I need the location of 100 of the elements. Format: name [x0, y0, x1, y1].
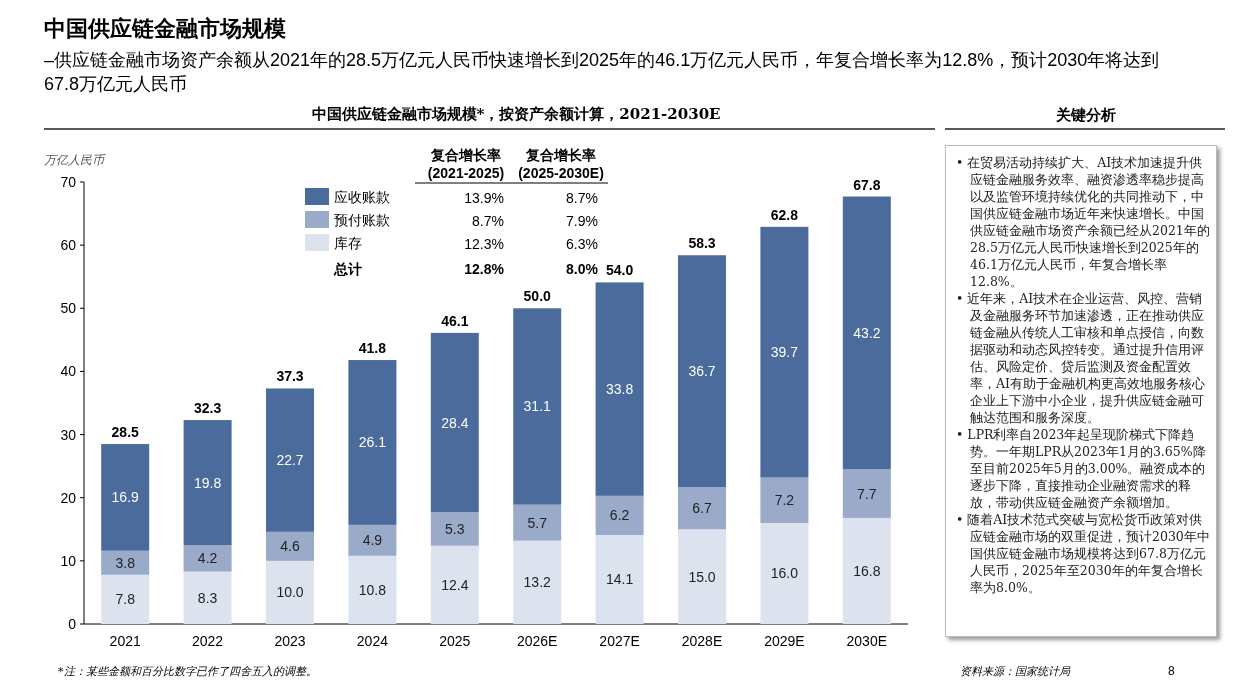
total-label: 54.0	[605, 262, 634, 279]
x-tick-label: 2030E	[846, 633, 888, 649]
bar	[760, 522, 809, 624]
bar	[678, 486, 726, 530]
data-label: 39.7	[770, 344, 799, 361]
total-label: 37.3	[276, 368, 304, 385]
annotation: 12.3%	[464, 236, 504, 252]
annotation: 12.8%	[464, 261, 505, 277]
annotation: 6.3%	[566, 236, 598, 252]
data-label: 28.4	[441, 414, 469, 431]
text: • 在贸易活动持续扩大、AI技术加速提升供应链金融服务效率、融资渗透率稳步提高以及监管环境持续优化的共同推动下，中国供应链金融市场近年来快速增长。中国供应链金融市场资产余额已经从2021年的28.5万亿元人民币快速增长到2025年的46.1万亿元人民币，年复合增长率12.8%。	[956, 154, 1210, 290]
data-label: 13.2	[523, 574, 552, 591]
bar	[266, 531, 314, 561]
bar	[595, 534, 644, 624]
y-tick-label: 0	[68, 616, 77, 632]
y-tick-label: 30	[60, 426, 77, 443]
bar	[760, 477, 809, 523]
data-label: 4.9	[362, 532, 383, 549]
data-label: 5.7	[527, 514, 548, 531]
legend-label: 预付账款	[334, 212, 390, 228]
legend-label: 库存	[334, 235, 362, 251]
data-label: 6.2	[609, 507, 630, 524]
total-label: 58.3	[688, 235, 716, 252]
x-tick-label: 2022	[192, 633, 224, 649]
total-label: 46.1	[441, 312, 469, 329]
x-tick-label: 2025	[439, 633, 471, 649]
text: • LPR利率自2023年起呈现阶梯式下降趋势。一年期LPR从2023年1月的3.65%降至目前2025年5月的3.00%。融资成本的逐步下降，直接推动企业融资需求的释放，带动供应链金融资产余额增加。	[956, 426, 1207, 511]
data-label: 31.1	[523, 398, 552, 415]
data-label: 36.7	[688, 363, 716, 380]
y-axis-title: 万亿人民币	[44, 153, 106, 167]
annotation: 13.9%	[464, 190, 504, 206]
bar	[348, 360, 397, 525]
bar	[430, 512, 479, 546]
text: 复合增长率	[525, 147, 596, 163]
total-label: 67.8	[853, 176, 881, 193]
bar	[513, 504, 562, 541]
data-label: 3.8	[115, 554, 136, 571]
y-tick-label: 10	[60, 552, 77, 569]
annotation: 8.7%	[566, 190, 598, 206]
data-label: 8.3	[197, 589, 218, 606]
text: 中国供应链金融市场规模*，按资产余额计算，2021-2030E	[311, 105, 721, 123]
bar	[595, 495, 644, 535]
bar	[760, 226, 809, 478]
y-tick-label: 20	[60, 489, 77, 506]
annotation: 8.7%	[472, 213, 504, 229]
data-label: 5.3	[445, 520, 465, 537]
bar	[266, 560, 314, 624]
data-label: 10.8	[358, 581, 387, 598]
bar	[183, 420, 232, 546]
x-tick-label: 2021	[109, 633, 141, 649]
text: (2025-2030E)	[518, 165, 604, 181]
data-label: 22.7	[276, 452, 304, 469]
total-label: 41.8	[358, 340, 387, 357]
text: 复合增长率	[430, 147, 501, 163]
bar	[595, 282, 644, 496]
bar	[183, 571, 232, 624]
data-label: 7.2	[774, 492, 795, 509]
data-label: 10.0	[276, 584, 304, 601]
data-label: 15.0	[688, 568, 716, 585]
data-label: 16.0	[770, 565, 799, 582]
x-tick-label: 2023	[274, 633, 306, 649]
bar	[513, 540, 562, 624]
chart-title: 中国供应链金融市场规模	[44, 14, 286, 43]
bar	[842, 196, 891, 470]
data-label: 14.1	[605, 571, 634, 588]
y-tick-label: 70	[60, 174, 77, 190]
data-label: 16.8	[853, 562, 881, 579]
data-label: 26.1	[358, 434, 387, 451]
y-tick-label: 60	[60, 237, 77, 254]
x-tick-label: 2024	[356, 633, 389, 649]
bar	[266, 388, 314, 532]
data-label: 4.6	[280, 538, 300, 555]
bar	[513, 308, 562, 505]
chart-subtitle: –供应链金融市场资产余额从2021年的28.5万亿元人民币快速增长到2025年的46.1万亿元人民币，年复合增长率为12.8%，预计2030年将达到67.8万亿元人民币	[44, 49, 1161, 96]
total-label: 50.0	[523, 288, 552, 305]
bar	[348, 524, 397, 556]
x-tick-label: 2029E	[764, 633, 805, 649]
text: 资料来源：国家统计局	[960, 664, 1070, 679]
text: *注：某些金额和百分比数字已作了四舍五入的调整。	[58, 664, 317, 679]
y-tick-label: 40	[60, 363, 77, 380]
data-label: 33.8	[605, 381, 634, 398]
data-label: 7.8	[115, 591, 136, 608]
bar	[842, 469, 891, 518]
total-label: 32.3	[193, 400, 222, 417]
annotation: 8.0%	[566, 261, 599, 277]
annotation: 7.9%	[566, 213, 598, 229]
bar	[101, 550, 150, 575]
bar	[430, 332, 479, 513]
y-tick-label: 50	[60, 300, 77, 317]
bar	[842, 517, 891, 624]
annotation: 总计	[333, 261, 362, 277]
text: • 近年来，AI技术在企业运营、风控、营销及金融服务环节加速渗透，正在推动供应链金融从传统人工审核和单点授信，向数据驱动和动态风控转变。通过提升信用评估、风险定价、贷后监测及资金配置效率，AI有助于金融机构更高效地服务核心企业上下游中小企业，提升供应链金融可触达范围和服务深度。	[956, 290, 1206, 426]
data-label: 12.4	[441, 576, 469, 593]
text: (2021-2025)	[427, 165, 505, 181]
data-label: 19.8	[193, 474, 222, 491]
data-label: 16.9	[111, 489, 140, 506]
data-label: 4.2	[197, 550, 218, 567]
text: • 随着AI技术范式突破与宽松货币政策对供应链金融市场的双重促进，预计2030年中国供应链金融市场规模将达到67.8万亿元人民币，2025年至2030年的年复合增长率为8.0%。	[956, 511, 1210, 596]
data-label: 43.2	[853, 324, 881, 341]
data-label: 7.7	[857, 485, 877, 502]
